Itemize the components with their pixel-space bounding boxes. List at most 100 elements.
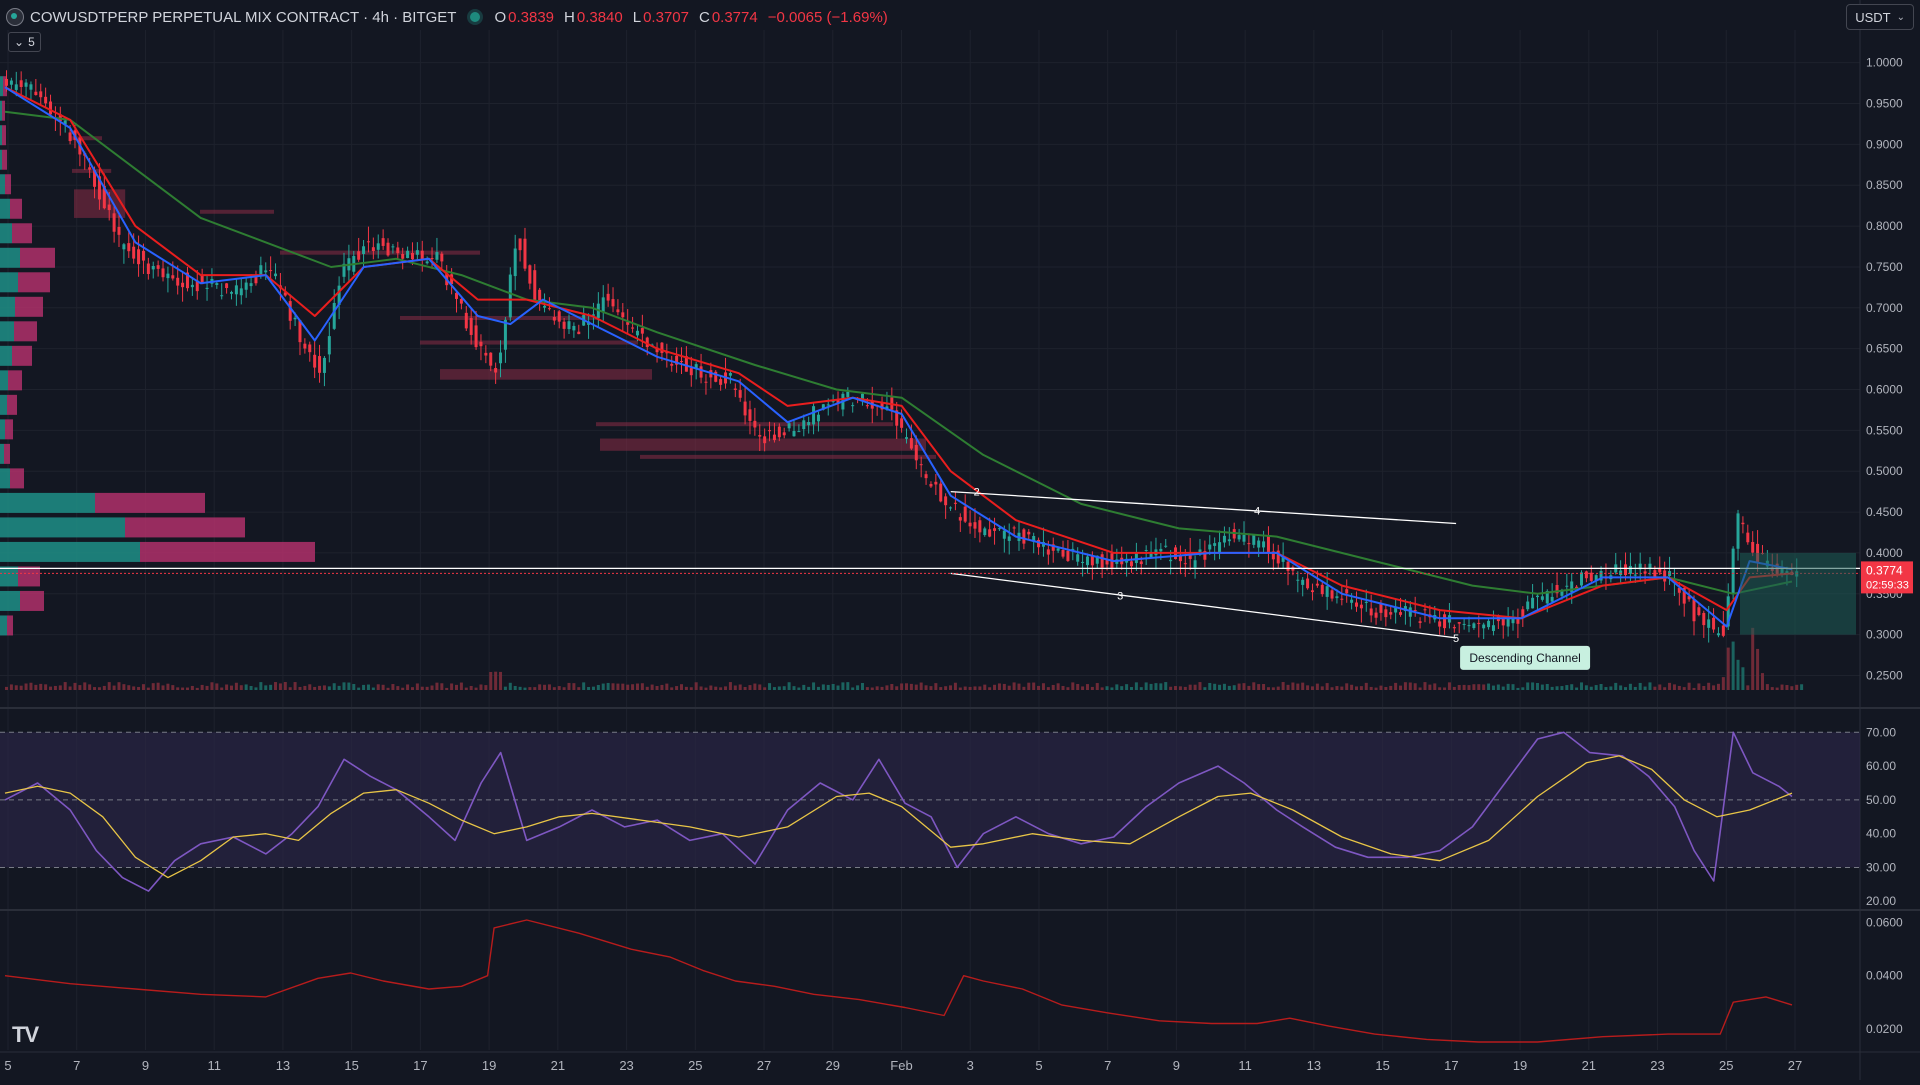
volume-bar — [1130, 687, 1133, 690]
volume-bar — [347, 682, 351, 690]
rsi-line — [4, 731, 1793, 892]
volume-bar — [14, 685, 18, 690]
price-axis-tick-label: 1.0000 — [1866, 56, 1903, 70]
candle-body — [425, 261, 429, 264]
volume-bar — [484, 685, 488, 690]
volume-profile-up-bar — [0, 566, 18, 587]
volume-profile-up-bar — [0, 468, 10, 489]
candle-body — [1702, 612, 1706, 626]
candle-body — [675, 355, 679, 365]
volume-bar — [1066, 687, 1070, 690]
candle-body — [865, 405, 869, 407]
volume-bar — [870, 687, 874, 690]
volume-bar — [1521, 687, 1525, 690]
volume-bar — [978, 686, 982, 690]
candle-body — [753, 420, 757, 428]
candle-body — [1061, 549, 1065, 557]
candle-body — [655, 347, 659, 353]
volume-bar — [626, 684, 630, 690]
ohlc-low-key: L — [632, 8, 642, 26]
volume-bar — [161, 685, 165, 690]
volume-bar — [1506, 683, 1510, 690]
ema-fast-line — [4, 86, 1793, 628]
candle-body — [645, 337, 649, 348]
volume-bar — [1550, 686, 1554, 690]
price-axis-tick-label: 0.4500 — [1866, 505, 1903, 519]
volume-bar — [366, 684, 370, 690]
rsi-axis-tick-label: 60.00 — [1866, 759, 1896, 773]
candle-body — [1438, 621, 1442, 627]
volume-bar — [425, 686, 429, 690]
volume-bar — [587, 687, 591, 690]
volume-bar — [1291, 682, 1295, 690]
tradingview-logo-icon[interactable]: TV — [12, 1022, 39, 1047]
candle-body — [567, 321, 571, 330]
candle-body — [93, 170, 97, 187]
symbol-title[interactable]: COWUSDTPERP PERPETUAL MIX CONTRACT · 4h … — [30, 8, 457, 26]
candle-body — [1222, 535, 1226, 543]
candle-body — [1399, 612, 1403, 615]
volume-bar — [156, 682, 160, 690]
volume-bar — [562, 687, 566, 690]
candle-body — [518, 238, 522, 251]
candle-body — [1100, 554, 1104, 568]
x-axis-tick-label: 9 — [142, 1058, 149, 1073]
volume-bar — [743, 687, 747, 690]
volume-profile-down-bar — [2, 100, 5, 121]
volume-bar — [905, 683, 908, 690]
volume-bar — [1222, 683, 1226, 690]
volume-bar — [1716, 683, 1720, 690]
price-axis-tick-label: 0.4000 — [1866, 546, 1903, 560]
volume-bar — [958, 687, 962, 690]
candle-body — [122, 244, 126, 250]
volume-bar — [1271, 687, 1275, 690]
volume-bar — [709, 685, 713, 690]
volume-bar — [675, 686, 679, 690]
candle-countdown: 02:59:33 — [1866, 579, 1909, 591]
candle-body — [523, 238, 527, 269]
ohlc-close-value: 0.3774 — [711, 8, 758, 26]
candle-body — [1638, 563, 1642, 570]
candle-body — [464, 312, 468, 329]
candle-body — [249, 283, 253, 287]
candle-body — [1345, 589, 1349, 594]
volume-bar — [1751, 627, 1755, 690]
volume-bar — [455, 684, 458, 690]
currency-select[interactable]: USDT ⌄ — [1846, 4, 1914, 30]
volume-bar — [1252, 682, 1256, 690]
volume-bar — [577, 687, 581, 690]
volume-bar — [1139, 687, 1143, 690]
volume-bar — [195, 687, 199, 690]
volume-bar — [503, 686, 507, 690]
volume-bar — [1364, 682, 1368, 690]
candle-body — [851, 405, 855, 407]
volume-bar — [1604, 687, 1608, 690]
volume-bar — [1286, 684, 1290, 690]
market-status-icon[interactable] — [470, 12, 481, 22]
coin-logo-icon — [6, 8, 24, 26]
candle-body — [513, 248, 517, 277]
x-axis-tick-label: 7 — [73, 1058, 80, 1073]
candle-body — [381, 238, 385, 246]
candle-body — [234, 285, 238, 295]
price-axis-tick-label: 0.2500 — [1866, 668, 1903, 682]
channel-point-label: 5 — [1453, 633, 1459, 645]
candle-body — [401, 253, 405, 259]
volume-bar — [215, 683, 219, 690]
indicators-toggle-button[interactable]: ⌄ 5 — [8, 32, 41, 52]
volume-bar — [450, 683, 454, 690]
candle-body — [1320, 584, 1324, 595]
x-axis-tick-label: 15 — [344, 1058, 358, 1073]
volume-bar — [264, 685, 268, 690]
volume-bar — [308, 684, 312, 690]
candle-body — [337, 285, 341, 305]
volume-bar — [1051, 684, 1055, 690]
volume-profile-down-bar — [20, 590, 44, 611]
candle-body — [1384, 609, 1388, 618]
candle-body — [831, 400, 835, 402]
volume-bar — [464, 687, 468, 690]
volume-bar — [1369, 686, 1373, 690]
volume-profile-up-bar — [0, 174, 5, 195]
